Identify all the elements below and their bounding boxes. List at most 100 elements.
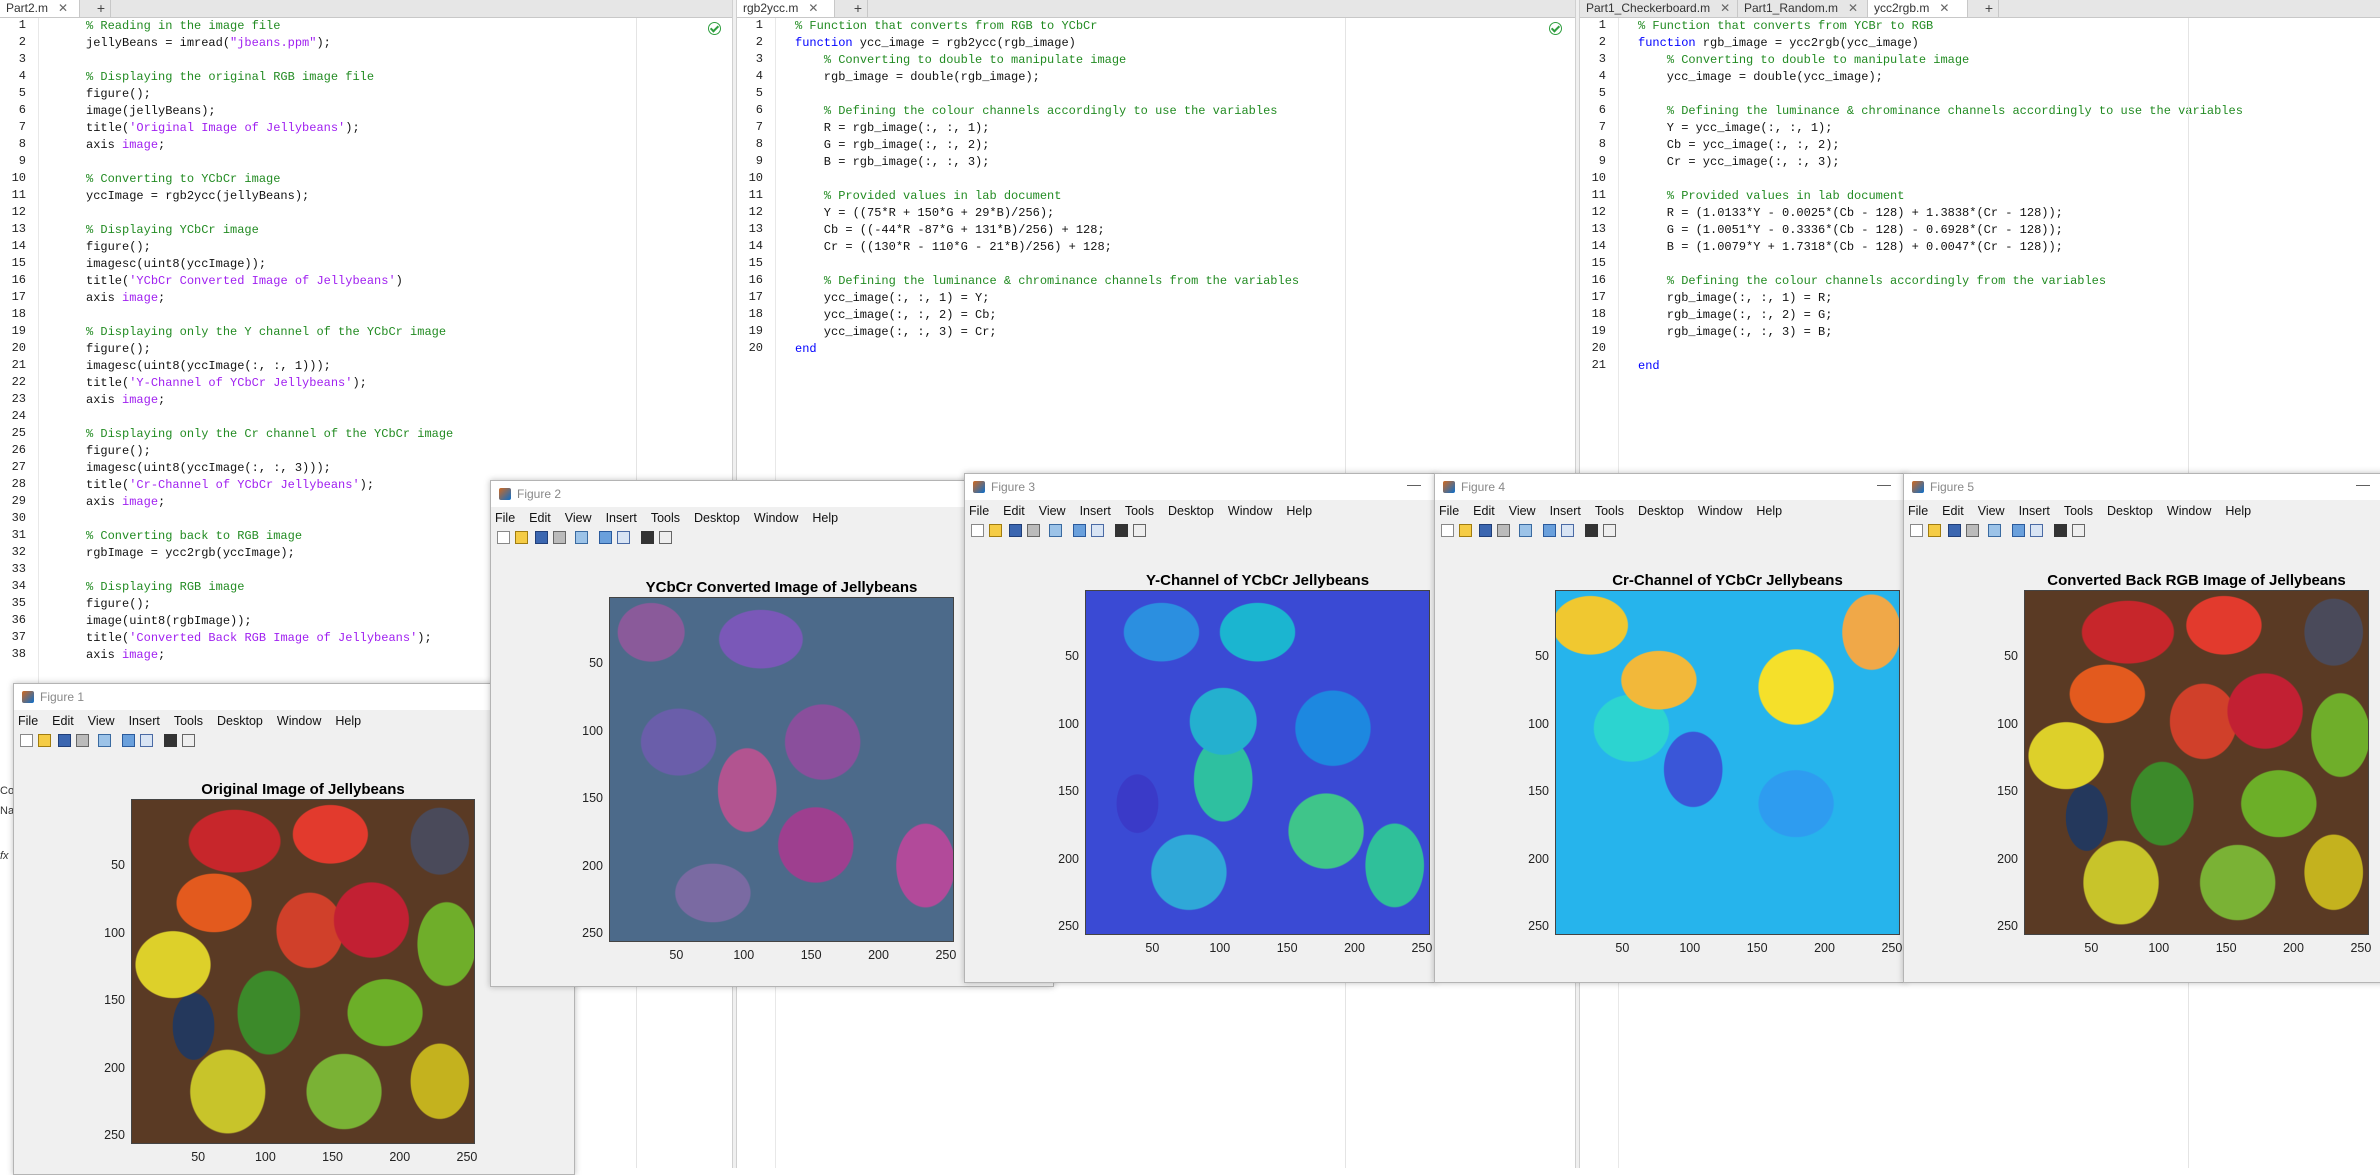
menu-item[interactable]: Tools bbox=[650, 511, 681, 525]
menu-item[interactable]: Desktop bbox=[2107, 504, 2153, 518]
code-line[interactable]: Cr = ((130*R - 110*G - 21*B)/256) + 128; bbox=[795, 240, 1112, 254]
open-icon[interactable] bbox=[1459, 524, 1472, 537]
open-icon[interactable] bbox=[38, 734, 51, 747]
menu-item[interactable]: View bbox=[1508, 504, 1536, 518]
menu-item[interactable]: Help bbox=[335, 714, 362, 728]
code-line[interactable] bbox=[795, 86, 1299, 103]
pointer-icon[interactable] bbox=[1585, 524, 1598, 537]
menu-item[interactable]: Window bbox=[1697, 504, 1743, 518]
new-figure-icon[interactable] bbox=[1441, 524, 1454, 537]
code-line[interactable]: end bbox=[1638, 359, 1660, 373]
menu-item[interactable]: Window bbox=[753, 511, 799, 525]
menu-item[interactable]: File bbox=[18, 714, 39, 728]
menu-item[interactable]: Desktop bbox=[694, 511, 740, 525]
code-line[interactable]: % Function that converts from YCBr to RG… bbox=[1638, 19, 1934, 33]
link-plot-icon[interactable] bbox=[2012, 524, 2025, 537]
pointer-icon[interactable] bbox=[2054, 524, 2067, 537]
code-line[interactable]: Y = ((75*R + 150*G + 29*B)/256); bbox=[795, 206, 1055, 220]
print-preview-icon[interactable] bbox=[1049, 524, 1062, 537]
image-display[interactable] bbox=[2024, 590, 2369, 935]
print-icon[interactable] bbox=[1966, 524, 1979, 537]
code-line[interactable]: image(uint8(rgbImage)); bbox=[86, 614, 252, 628]
pointer-icon[interactable] bbox=[641, 531, 654, 544]
code-line[interactable] bbox=[86, 52, 453, 69]
close-icon[interactable]: ✕ bbox=[58, 1, 69, 15]
print-preview-icon[interactable] bbox=[1519, 524, 1532, 537]
code-line[interactable]: jellyBeans = imread("jbeans.ppm"); bbox=[86, 36, 331, 50]
tab-ycc2rgb[interactable]: ycc2rgb.m ✕ bbox=[1868, 0, 1968, 17]
code-line[interactable]: imagesc(uint8(yccImage(:, :, 3))); bbox=[86, 461, 331, 475]
figure-window[interactable]: Figure 5 — File Edit View Insert Tools Desktop W… bbox=[1903, 473, 2380, 983]
code-line[interactable]: figure(); bbox=[86, 87, 151, 101]
close-icon[interactable]: ✕ bbox=[1939, 1, 1950, 15]
open-icon[interactable] bbox=[1928, 524, 1941, 537]
code-line[interactable]: R = rgb_image(:, :, 1); bbox=[795, 121, 990, 135]
insert-colorbar-icon[interactable] bbox=[617, 531, 630, 544]
figure-titlebar[interactable]: Figure 2— bbox=[491, 481, 1053, 507]
figure-window[interactable]: Figure 3 — File Edit View Insert Tools Desktop W… bbox=[964, 473, 1436, 983]
code-line[interactable]: end bbox=[795, 342, 817, 356]
code-line[interactable]: axis image; bbox=[86, 495, 166, 509]
tab-part1-checkerboard[interactable]: Part1_Checkerboard.m ✕ bbox=[1580, 0, 1738, 17]
code-line[interactable] bbox=[86, 307, 453, 324]
property-inspector-icon[interactable] bbox=[659, 531, 672, 544]
code-area[interactable]: % Function that converts from YCBr to RG… bbox=[1638, 18, 2243, 375]
minimize-icon[interactable]: — bbox=[1407, 476, 1421, 492]
code-line[interactable]: ycc_image = double(ycc_image); bbox=[1638, 70, 1883, 84]
menu-item[interactable]: Desktop bbox=[217, 714, 263, 728]
code-line[interactable]: title('Original Image of Jellybeans'); bbox=[86, 121, 360, 135]
code-line[interactable]: ycc_image(:, :, 2) = Cb; bbox=[795, 308, 997, 322]
save-icon[interactable] bbox=[1948, 524, 1961, 537]
print-icon[interactable] bbox=[1027, 524, 1040, 537]
image-display[interactable] bbox=[1555, 590, 1900, 935]
tab-part2[interactable]: Part2.m ✕ bbox=[0, 0, 80, 17]
pointer-icon[interactable] bbox=[164, 734, 177, 747]
code-line[interactable]: figure(); bbox=[86, 342, 151, 356]
code-line[interactable]: figure(); bbox=[86, 240, 151, 254]
figure-titlebar[interactable]: Figure 3 — bbox=[965, 474, 1435, 500]
code-line[interactable] bbox=[86, 562, 453, 579]
menu-item[interactable]: Edit bbox=[1473, 504, 1495, 518]
code-line[interactable]: % Reading in the image file bbox=[86, 19, 281, 33]
code-line[interactable]: % Defining the colour channels according… bbox=[1666, 274, 2107, 288]
insert-colorbar-icon[interactable] bbox=[1561, 524, 1574, 537]
code-line[interactable]: ycc_image(:, :, 1) = Y; bbox=[795, 291, 990, 305]
save-icon[interactable] bbox=[58, 734, 71, 747]
code-line[interactable]: % Converting to double to manipulate ima… bbox=[823, 53, 1127, 67]
save-icon[interactable] bbox=[1009, 524, 1022, 537]
code-line[interactable]: % Converting back to RGB image bbox=[86, 529, 303, 543]
code-line[interactable] bbox=[86, 205, 453, 222]
menu-item[interactable]: Insert bbox=[2018, 504, 2050, 518]
code-line[interactable]: function rgb_image = ycc2rgb(ycc_image) bbox=[1638, 36, 1919, 50]
code-line[interactable]: rgb_image = double(rgb_image); bbox=[795, 70, 1040, 84]
code-line[interactable]: figure(); bbox=[86, 597, 151, 611]
save-icon[interactable] bbox=[535, 531, 548, 544]
code-line[interactable]: image(jellyBeans); bbox=[86, 104, 216, 118]
menu-item[interactable]: Desktop bbox=[1638, 504, 1684, 518]
menu-item[interactable]: Insert bbox=[1549, 504, 1581, 518]
code-area[interactable]: % Reading in the image file jellyBeans = … bbox=[86, 18, 453, 664]
code-line[interactable]: rgb_image(:, :, 1) = R; bbox=[1638, 291, 1833, 305]
new-tab-button[interactable]: + bbox=[92, 0, 111, 17]
code-line[interactable]: R = (1.0133*Y - 0.0025*(Cb - 128) + 1.38… bbox=[1638, 206, 2063, 220]
menu-item[interactable]: Edit bbox=[529, 511, 551, 525]
code-line[interactable]: % Function that converts from RGB to YCb… bbox=[795, 19, 1098, 33]
pointer-icon[interactable] bbox=[1115, 524, 1128, 537]
code-line[interactable]: % Provided values in lab document bbox=[1666, 189, 1905, 203]
code-line[interactable] bbox=[1638, 171, 2243, 188]
code-line[interactable]: G = rgb_image(:, :, 2); bbox=[795, 138, 990, 152]
insert-colorbar-icon[interactable] bbox=[2030, 524, 2043, 537]
figure-titlebar[interactable]: Figure 5 — bbox=[1904, 474, 2380, 500]
code-line[interactable]: % Provided values in lab document bbox=[823, 189, 1062, 203]
link-plot-icon[interactable] bbox=[1543, 524, 1556, 537]
code-line[interactable]: function ycc_image = rgb2ycc(rgb_image) bbox=[795, 36, 1076, 50]
menu-item[interactable]: File bbox=[969, 504, 990, 518]
close-icon[interactable]: ✕ bbox=[1848, 1, 1859, 15]
menu-item[interactable]: Help bbox=[1756, 504, 1783, 518]
link-plot-icon[interactable] bbox=[1073, 524, 1086, 537]
code-line[interactable]: axis image; bbox=[86, 648, 166, 662]
menu-item[interactable]: Window bbox=[2166, 504, 2212, 518]
insert-colorbar-icon[interactable] bbox=[140, 734, 153, 747]
menu-item[interactable]: Insert bbox=[605, 511, 637, 525]
code-line[interactable] bbox=[1638, 86, 2243, 103]
